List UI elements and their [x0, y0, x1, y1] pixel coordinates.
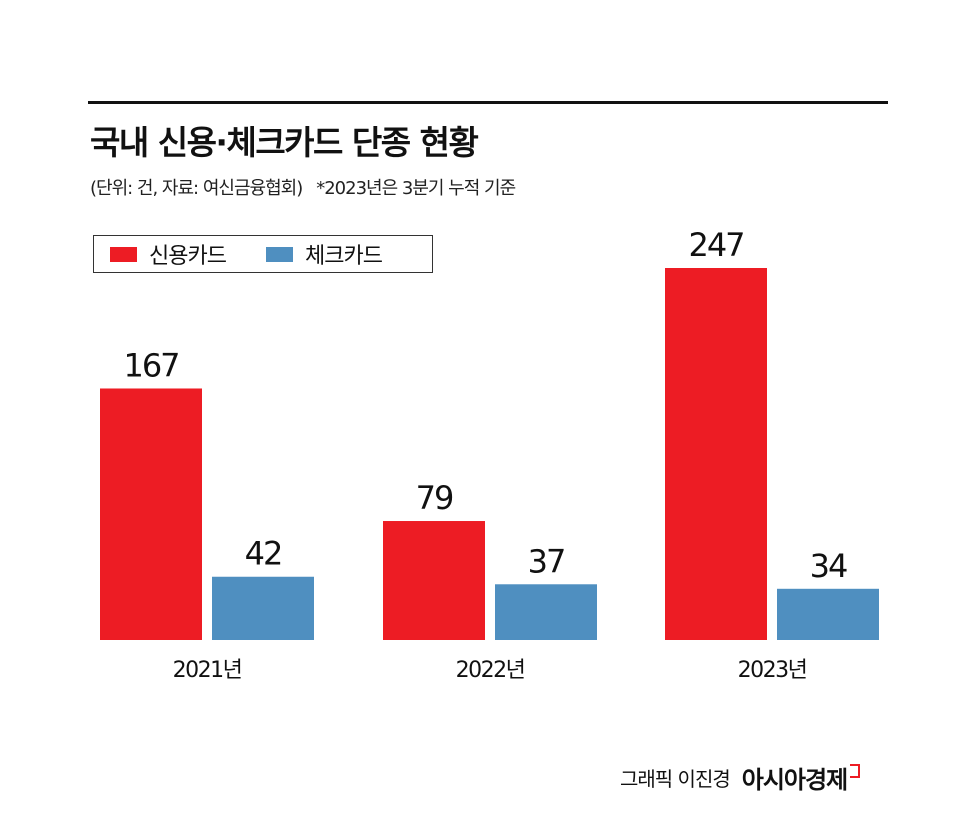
data-label: 34	[810, 547, 847, 585]
byline: 그래픽 이진경	[620, 767, 731, 791]
data-label: 167	[123, 346, 178, 384]
legend-swatch-check	[265, 246, 293, 262]
data-label: 247	[688, 226, 743, 264]
unit-source: (단위: 건, 자료: 여신금융협회)	[90, 178, 303, 199]
brand-logo: 아시아경제	[741, 766, 848, 794]
legend-swatch-credit	[110, 246, 137, 262]
legend-label-check: 체크카드	[304, 244, 383, 269]
data-label: 37	[528, 542, 565, 580]
brand-mark-icon	[850, 763, 861, 778]
top-rule	[88, 101, 888, 104]
legend-label-credit: 신용카드	[149, 244, 227, 269]
x-tick-label: 2023년	[738, 658, 807, 683]
footnote: *2023년은 3분기 누적 기준	[316, 178, 516, 199]
data-label: 42	[245, 535, 282, 573]
bar-check-0	[212, 576, 314, 640]
bar-credit-0	[100, 388, 202, 640]
data-label: 79	[416, 479, 453, 517]
bar-check-2	[777, 588, 879, 640]
chart-subtitle: (단위: 건, 자료: 여신금융협회) *2023년은 3분기 누적 기준	[90, 174, 516, 200]
legend-item-credit: 신용카드	[110, 238, 227, 270]
bar-check-1	[495, 584, 597, 640]
x-tick-label: 2021년	[173, 658, 242, 683]
x-tick-label: 2022년	[456, 658, 525, 683]
bar-credit-1	[383, 521, 485, 640]
legend-item-check: 체크카드	[265, 238, 383, 270]
credit: 그래픽 이진경 아시아경제	[620, 760, 861, 795]
chart-title: 국내 신용·체크카드 단종 현황	[90, 123, 479, 162]
legend: 신용카드 체크카드	[93, 235, 433, 273]
bar-credit-2	[665, 268, 767, 640]
